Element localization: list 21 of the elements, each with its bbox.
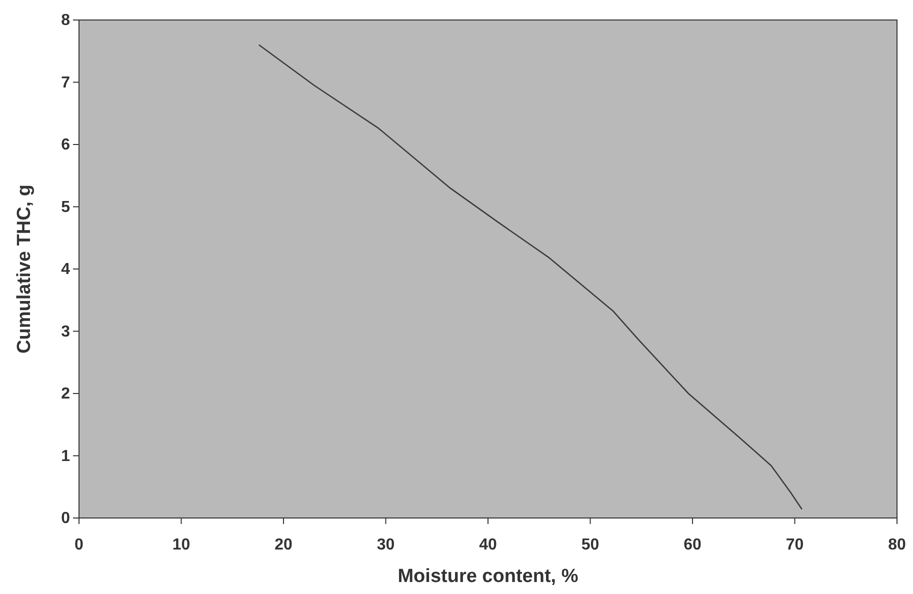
x-tick-label: 70 <box>786 536 804 554</box>
y-tick-label: 1 <box>61 448 70 465</box>
line-series <box>258 44 803 510</box>
y-axis-title: Cumulative THC, g <box>14 184 35 354</box>
x-tick-label: 20 <box>274 536 292 554</box>
x-tick-label: 60 <box>684 536 702 554</box>
x-tick-label: 30 <box>376 536 395 554</box>
y-tick-label: 2 <box>61 386 70 403</box>
y-tick-label: 8 <box>61 12 70 30</box>
y-tick-label: 5 <box>61 198 70 216</box>
x-tick-label: 40 <box>479 536 497 554</box>
y-tick-label: 7 <box>61 74 70 92</box>
y-tick-label: 0 <box>61 510 70 528</box>
x-axis-title: Moisture content, % <box>398 566 578 587</box>
y-tick-label: 3 <box>61 323 70 340</box>
x-tick-label: 10 <box>172 536 190 554</box>
x-tick-label: 0 <box>74 536 84 554</box>
x-tick-label: 50 <box>581 536 600 554</box>
y-tick-label: 6 <box>61 136 70 154</box>
x-tick-label: 80 <box>888 536 906 554</box>
y-tick-label: 4 <box>61 261 70 278</box>
